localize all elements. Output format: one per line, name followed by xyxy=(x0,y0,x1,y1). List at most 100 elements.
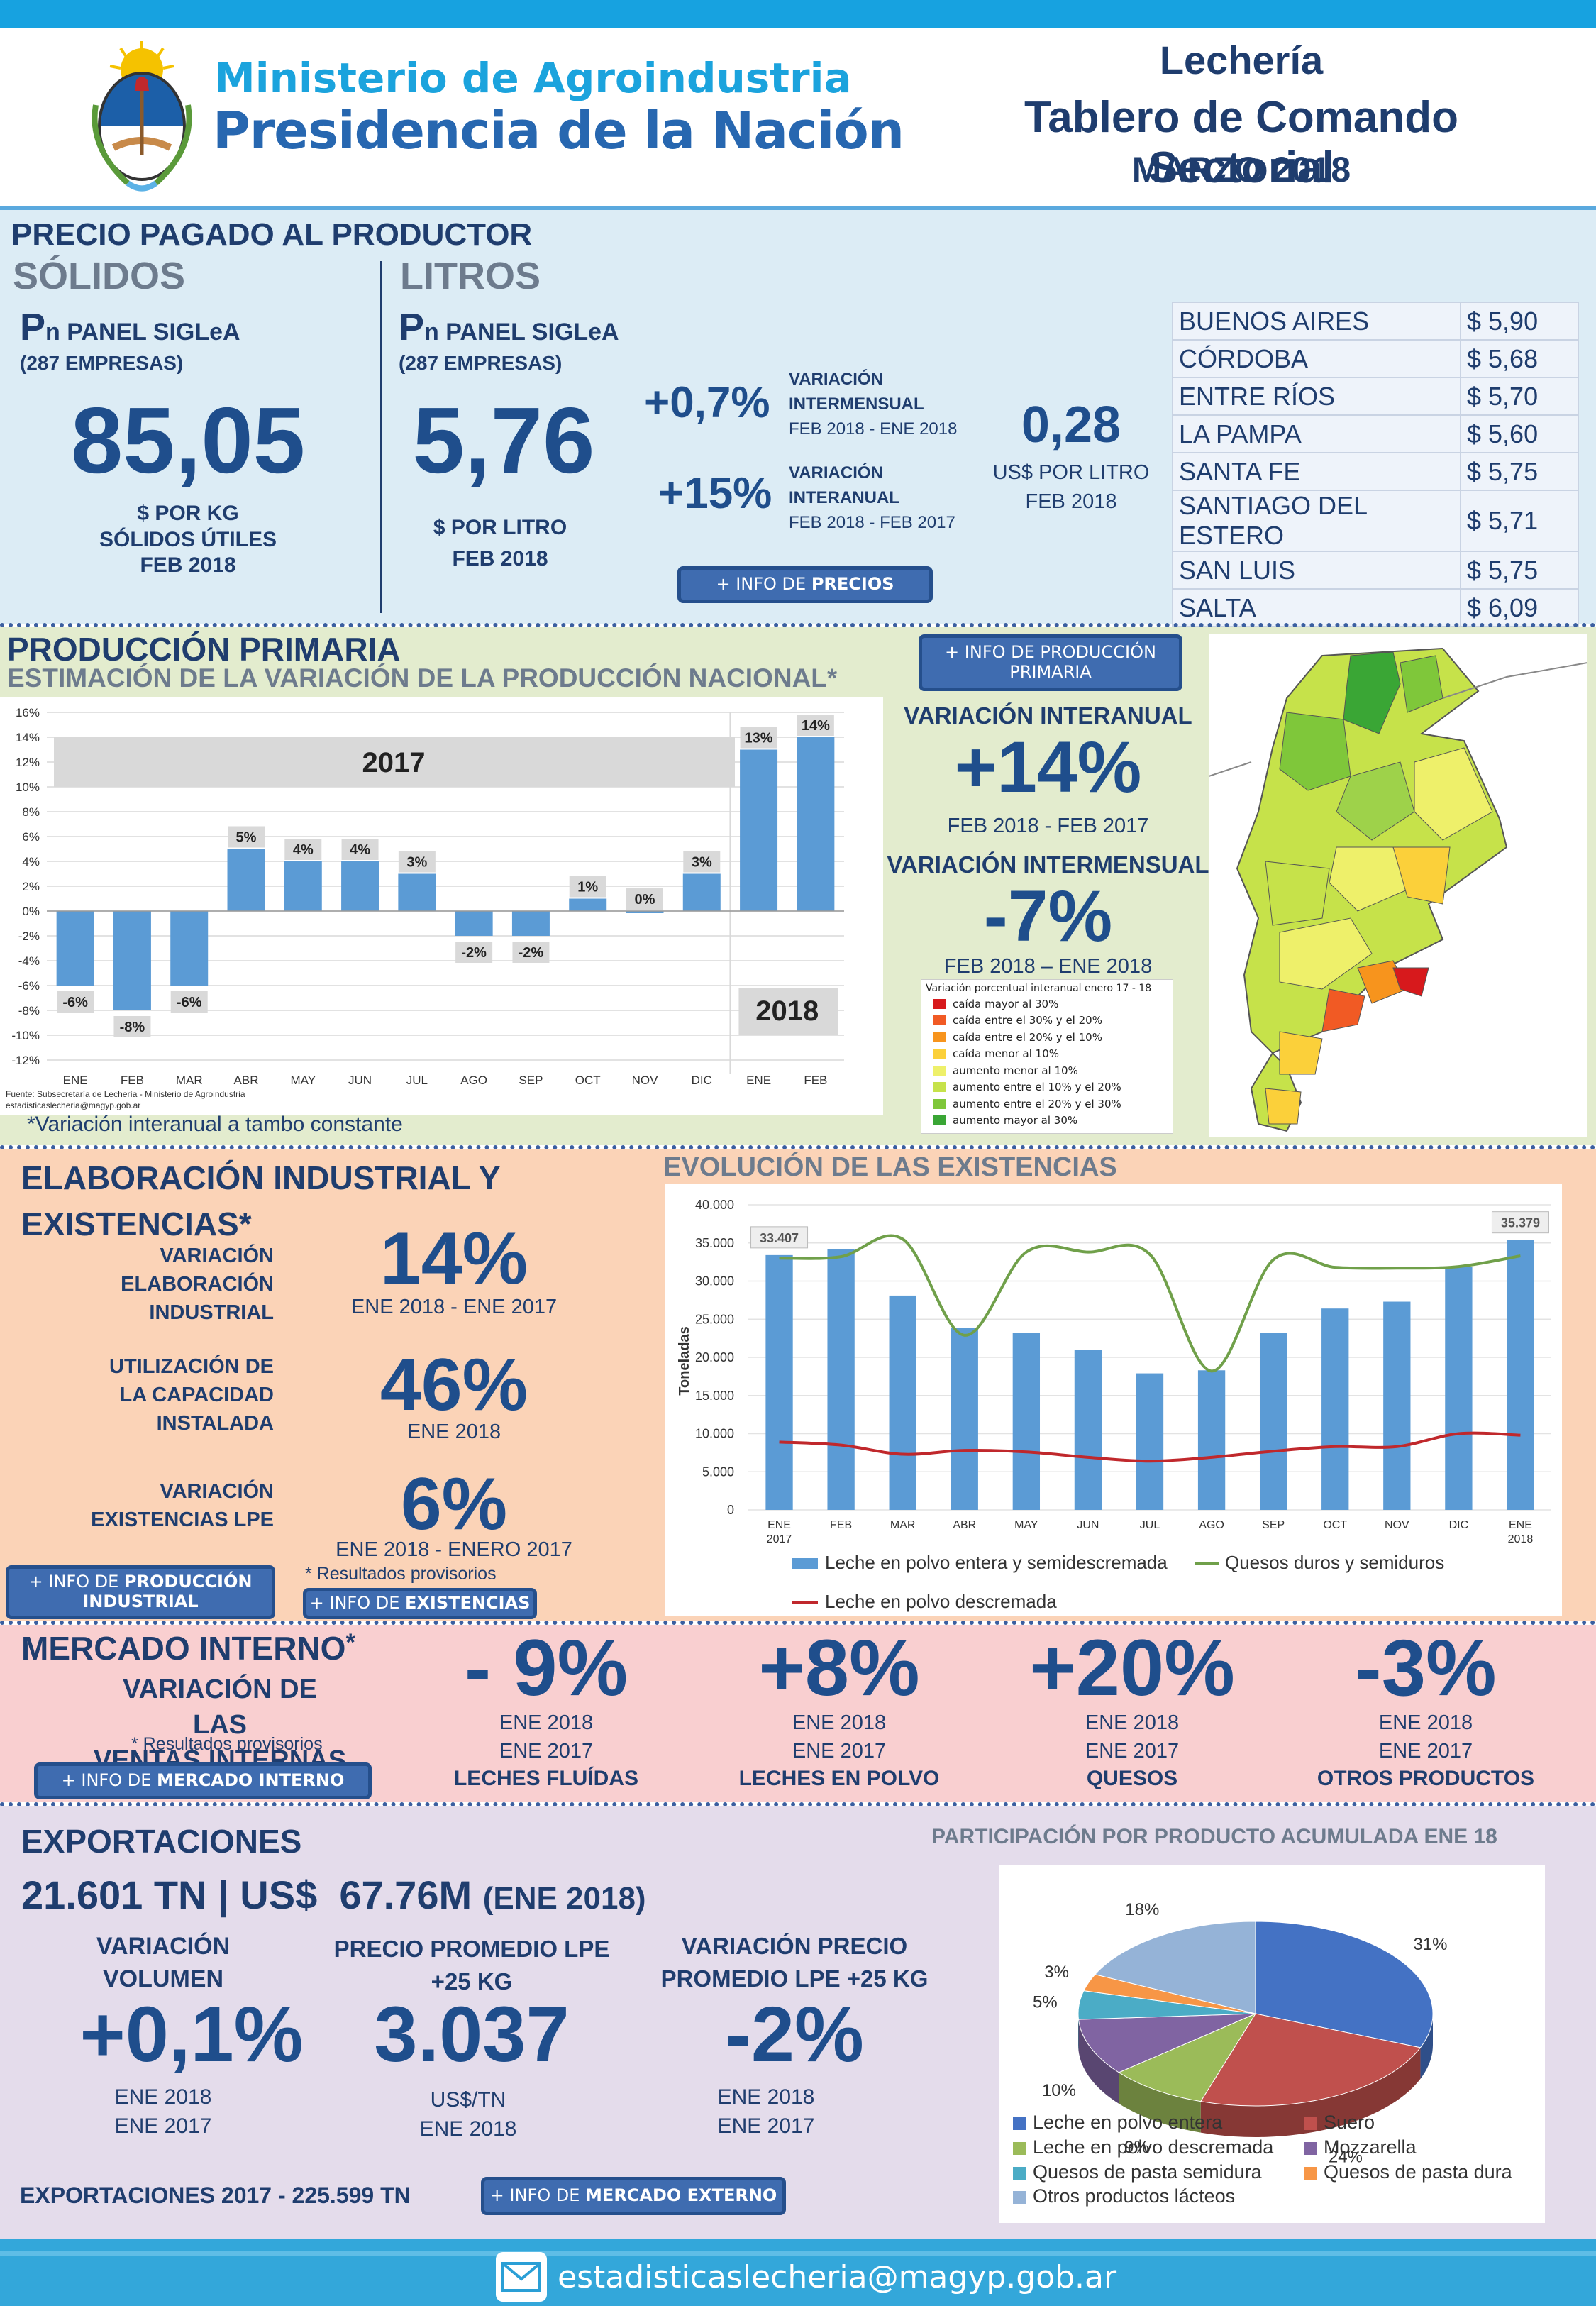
industrial-title: ELABORACIÓN INDUSTRIAL Y EXISTENCIAS* xyxy=(21,1159,501,1243)
province-name: CÓRDOBA xyxy=(1172,339,1461,378)
bar xyxy=(1383,1301,1411,1510)
pie-label: 5% xyxy=(1033,1993,1058,2012)
elaboracion-period: ENE 2018 - ENE 2017 xyxy=(350,1296,558,1318)
province-price-table: BUENOS AIRES $ 5,90 CÓRDOBA $ 5,68 ENTRE RÍO… xyxy=(1172,302,1579,627)
legend-label: Quesos duros y semiduros xyxy=(1225,1552,1444,1573)
data-label: 13% xyxy=(745,731,773,746)
prod-intermensual-label: VARIACIÓN INTERMENSUAL xyxy=(887,851,1209,878)
elaboracion-value: 14% xyxy=(379,1218,528,1300)
data-label: -6% xyxy=(62,995,88,1010)
y-tick-label: 30.000 xyxy=(695,1274,734,1289)
export-title: EXPORTACIONES xyxy=(21,1823,302,1860)
line-quesos xyxy=(779,1234,1521,1373)
province-name: SALTA xyxy=(1172,588,1461,627)
info-existencias-button[interactable]: + INFO DE EXISTENCIAS xyxy=(303,1588,537,1619)
industrial-provisional: * Resultados provisorios xyxy=(305,1564,497,1584)
metric-label-line: VARIACIÓN xyxy=(160,1245,274,1267)
metric-label-line: VARIACIÓN xyxy=(160,1480,274,1503)
bar xyxy=(740,749,778,911)
mercado-period: ENE 2018 xyxy=(499,1711,594,1734)
bar xyxy=(455,911,493,936)
bar xyxy=(1445,1267,1473,1510)
export-var-precio-value: -2% xyxy=(725,1991,864,2078)
legend-label: Quesos de pasta semidura xyxy=(1033,2161,1263,2183)
header: Ministerio de Agroindustria Presidencia … xyxy=(0,28,1596,206)
pie-side xyxy=(1420,2014,1433,2079)
y-tick-label: 15.000 xyxy=(695,1389,734,1403)
data-label: 3% xyxy=(692,855,712,871)
data-label-bg xyxy=(750,1226,809,1249)
x-tick-label: ENE xyxy=(767,1519,791,1531)
x-tick-label: NOV xyxy=(1385,1519,1409,1531)
mercado-value: - 9% xyxy=(464,1623,628,1712)
y-tick-label: 12% xyxy=(16,756,40,769)
legend-label: caída entre el 30% y el 20% xyxy=(953,1014,1102,1027)
info-produccion-primaria-button[interactable]: + INFO DE PRODUCCIÓN PRIMARIA xyxy=(919,634,1182,691)
bar xyxy=(1259,1333,1287,1510)
legend-swatch xyxy=(1013,2191,1026,2204)
legend-swatch-bar xyxy=(792,1558,818,1569)
data-label: 3% xyxy=(406,855,427,871)
line-leche-descremada xyxy=(779,1431,1521,1463)
province-name: SAN LUIS xyxy=(1172,551,1461,590)
legend-label: caída menor al 10% xyxy=(953,1047,1060,1061)
export-total: EXPORTACIONES 2017 - 225.599 TN xyxy=(20,2183,411,2208)
capacidad-value: 46% xyxy=(379,1344,528,1426)
province-price: $ 5,68 xyxy=(1460,339,1579,378)
info-produccion-industrial-button[interactable]: + INFO DE PRODUCCIÓN INDUSTRIAL xyxy=(6,1565,275,1619)
data-label-bg xyxy=(113,1016,151,1037)
pie-label: 10% xyxy=(1042,2081,1076,2100)
legend-swatch xyxy=(933,1098,946,1109)
litros-empresas: (287 EMPRESAS) xyxy=(399,352,563,374)
data-label: 0% xyxy=(635,892,655,907)
existencias-period: ENE 2018 - ENERO 2017 xyxy=(336,1538,572,1561)
section-separator xyxy=(0,1802,1596,1806)
legend-swatch xyxy=(933,1115,946,1126)
title-tablero: Tablero de Comando Sectorial xyxy=(1024,93,1458,192)
mercado-period: ENE 2018 xyxy=(1085,1711,1180,1734)
export-precio-value: 3.037 xyxy=(374,1991,570,2078)
y-tick-label: 4% xyxy=(22,855,40,868)
pie-slice xyxy=(1255,1921,1434,2048)
bar xyxy=(951,1328,978,1510)
y-tick-label: 10.000 xyxy=(695,1427,734,1441)
var-interanual-label: VARIACIÓN INTERANUAL FEB 2018 - FEB 2017 xyxy=(789,463,955,532)
litros-panel: Pn PANEL SIGLeA xyxy=(399,306,619,348)
export-main: 21.601 TN | US$ 67.76M (ENE 2018) xyxy=(21,1872,646,1917)
info-mercado-externo-button[interactable]: + INFO DE MERCADO EXTERNO xyxy=(481,2177,786,2215)
province-name: SANTA FE xyxy=(1172,452,1461,491)
legend-row: aumento entre el 10% y el 20% xyxy=(933,1079,1168,1096)
y-tick-label: 6% xyxy=(22,830,40,844)
legend-label: Leche en polvo descremada xyxy=(1033,2136,1274,2158)
solidos-unit: $ POR KG SÓLIDOS ÚTILES FEB 2018 xyxy=(99,502,277,578)
mercado-period: ENE 2018 xyxy=(1378,1711,1473,1734)
x-tick-label: JUN xyxy=(348,1074,372,1087)
y-tick-label: 16% xyxy=(16,706,40,719)
usd-label: US$ POR LITRO FEB 2018 xyxy=(992,461,1150,513)
pie-slice xyxy=(1077,2013,1256,2073)
y-axis-label: Toneladas xyxy=(677,1326,692,1395)
mercado-value: +20% xyxy=(1029,1623,1235,1712)
legend-label: aumento menor al 10% xyxy=(953,1064,1078,1077)
province-row: BUENOS AIRES $ 5,90 xyxy=(1172,302,1579,341)
elaboracion-label: VARIACIÓN ELABORACIÓN INDUSTRIAL xyxy=(78,1242,274,1327)
section-separator xyxy=(0,1145,1596,1149)
data-label-bg xyxy=(57,991,94,1013)
legend-row: caída menor al 10% xyxy=(933,1046,1168,1063)
y-tick-label: 40.000 xyxy=(695,1198,734,1212)
pie-title: PARTICIPACIÓN POR PRODUCTO ACUMULADA ENE… xyxy=(931,1825,1497,1848)
mercado-period: ENE 2018 xyxy=(792,1711,887,1734)
produccion-title: PRODUCCIÓN PRIMARIA xyxy=(7,631,401,668)
x-tick-label: NOV xyxy=(632,1074,659,1087)
pie-label: 18% xyxy=(1125,1900,1159,1919)
bar xyxy=(827,1249,855,1510)
x-tick-label: MAY xyxy=(1014,1519,1038,1531)
legend-label: Quesos de pasta dura xyxy=(1324,2161,1513,2183)
info-precios-button[interactable]: + INFO DE PRECIOS xyxy=(677,566,933,603)
bar xyxy=(1197,1370,1226,1510)
footer-email[interactable]: estadisticaslecheria@magyp.gob.ar xyxy=(558,2259,1117,2295)
province-price: $ 5,90 xyxy=(1460,302,1579,341)
info-mercado-interno-button[interactable]: + INFO DE MERCADO INTERNO xyxy=(34,1762,372,1799)
mercado-period: ENE 2017 xyxy=(1085,1740,1180,1762)
province-name: SANTIAGO DEL ESTERO xyxy=(1172,490,1461,552)
